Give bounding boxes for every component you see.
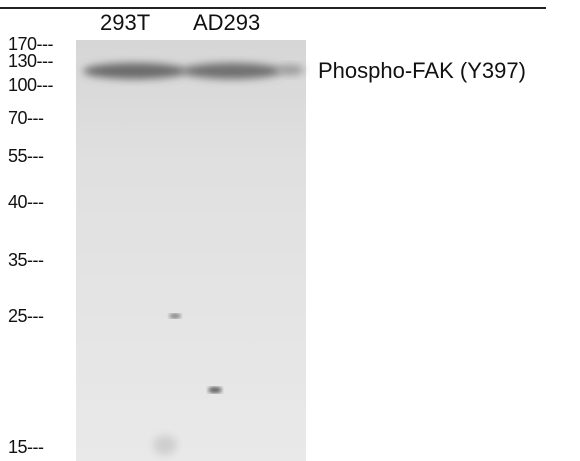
band [182,63,282,79]
band-edge [276,65,304,75]
marker-label: 35--- [8,251,44,269]
marker-label: 70--- [8,109,44,127]
marker-label: 25--- [8,307,44,325]
marker-label: 100--- [8,76,53,94]
lane-label: 293T [100,12,150,34]
membrane [76,40,306,461]
spot [169,314,181,319]
marker-label: 40--- [8,193,44,211]
blot-figure: 293T AD293 170--- 130--- 100--- 70--- 55… [0,0,580,461]
band [83,63,187,79]
lane-label: AD293 [193,12,260,34]
band-label: Phospho-FAK (Y397) [318,60,526,82]
marker-label: 55--- [8,147,44,165]
smear [153,435,177,455]
marker-label: 15--- [8,438,44,456]
marker-label: 130--- [8,52,53,70]
spot [208,387,222,393]
